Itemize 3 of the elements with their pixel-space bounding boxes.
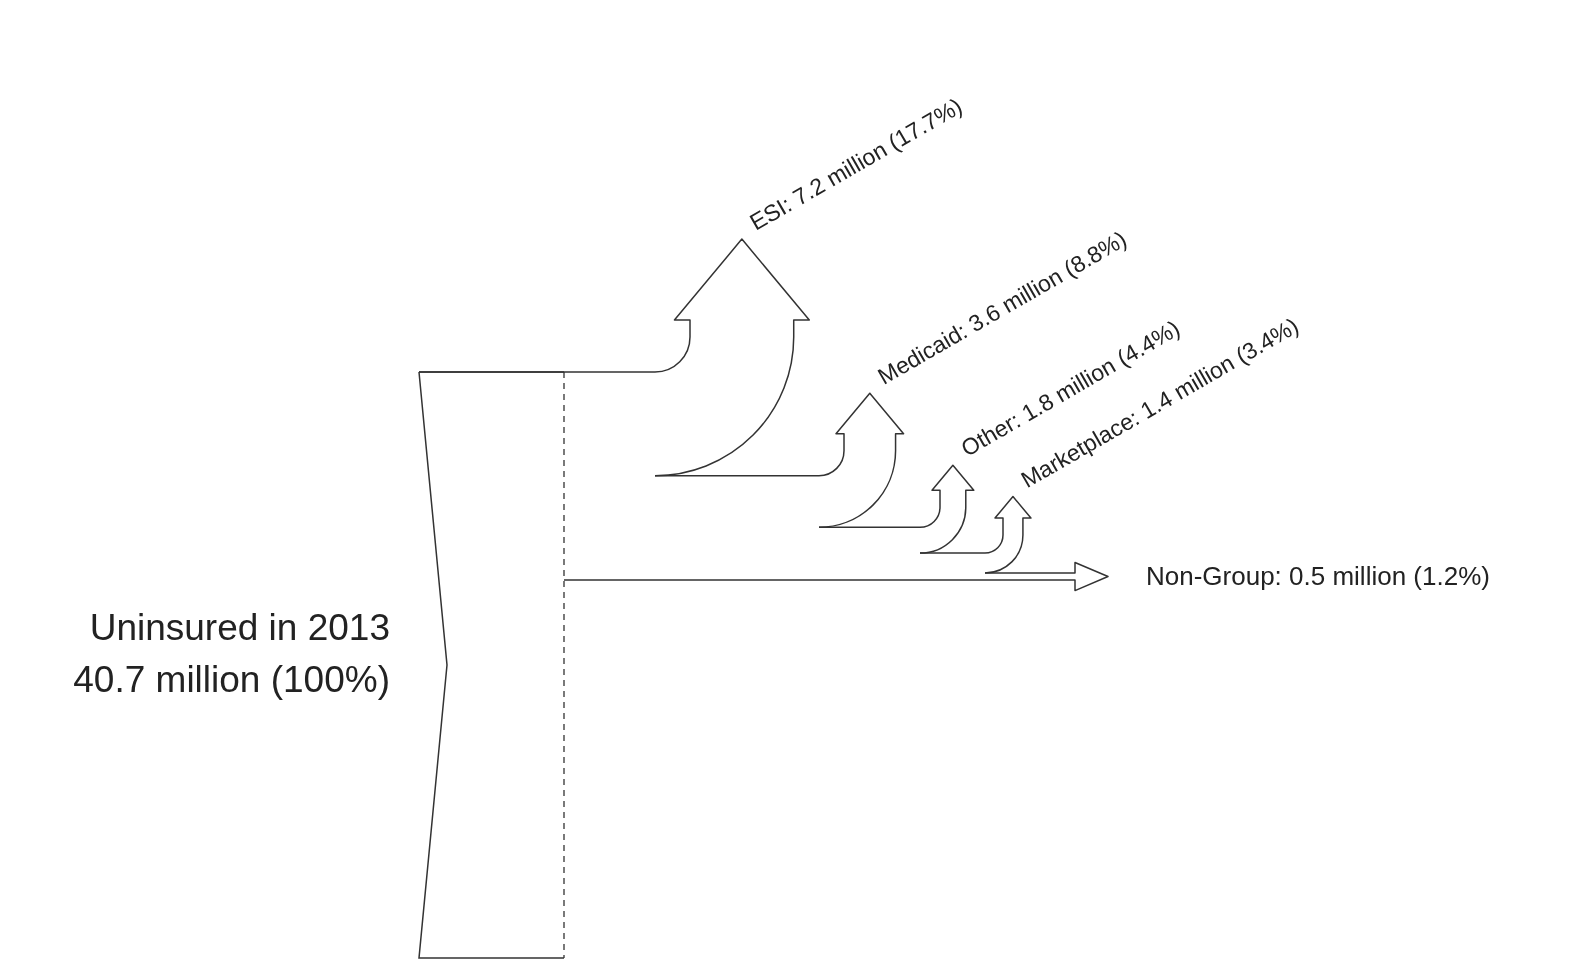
data-label: Non-Group: 0.5 million (1.2%) xyxy=(1146,560,1490,591)
text: Uninsured in 2013 xyxy=(89,607,390,648)
text: 40.7 million (100%) xyxy=(73,659,390,700)
